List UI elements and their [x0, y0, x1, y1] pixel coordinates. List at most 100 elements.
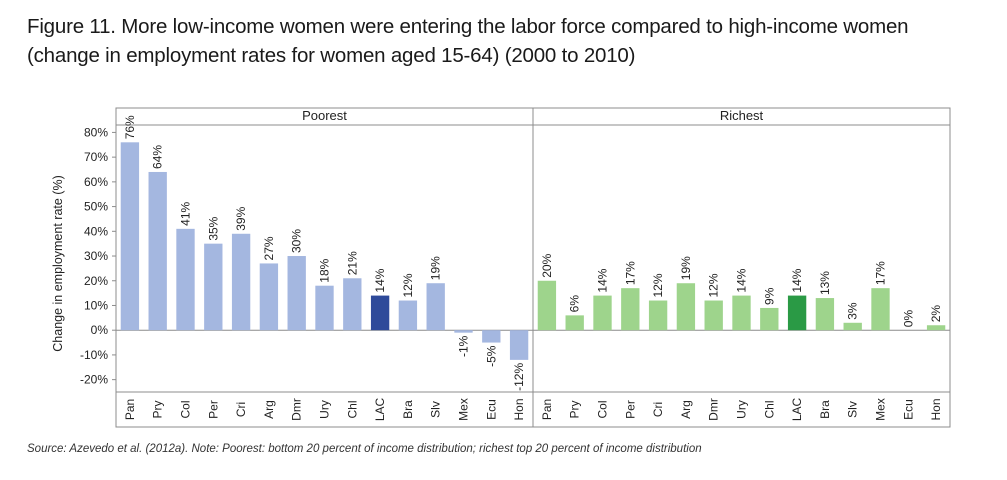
data-label: -12%	[512, 363, 526, 391]
category-label: Arg	[262, 400, 276, 419]
bar-richest-pan	[537, 280, 557, 331]
category-label: Slv	[846, 401, 860, 418]
bar-richest-arg	[676, 283, 696, 331]
category-label: Col	[179, 400, 193, 418]
y-tick-label: 40%	[84, 224, 108, 238]
data-label: 17%	[623, 261, 637, 285]
category-label: Ecu	[484, 399, 498, 420]
bar-poorest-mex	[454, 330, 473, 333]
data-label: 21%	[345, 251, 359, 275]
data-label: 2%	[929, 305, 943, 323]
data-label: 27%	[262, 236, 276, 260]
y-tick-label: 30%	[84, 249, 108, 263]
bar-poorest-col	[176, 228, 195, 331]
figure-title: Figure 11. More low-income women were en…	[27, 12, 987, 70]
category-label: Cri	[234, 402, 248, 417]
category-label: Hon	[512, 398, 526, 420]
data-label: 35%	[206, 216, 220, 240]
data-label: 19%	[429, 256, 443, 280]
category-label: Col	[596, 400, 610, 418]
bar-richest-hon	[926, 325, 946, 331]
bar-richest-cri	[648, 300, 668, 331]
data-label: 18%	[318, 258, 332, 282]
bar-richest-ury	[732, 295, 751, 331]
bar-poorest-per	[204, 243, 223, 331]
bar-poorest-pan	[120, 142, 140, 331]
figure-title-line-1: Figure 11. More low-income women were en…	[27, 15, 909, 38]
y-tick-label: 80%	[84, 125, 108, 139]
data-label: 0%	[901, 310, 915, 328]
category-label: LAC	[790, 397, 804, 421]
category-label: Mex	[457, 398, 471, 421]
y-tick-label: -10%	[80, 348, 108, 362]
y-tick-label: -20%	[80, 373, 108, 387]
data-label: 6%	[568, 295, 582, 313]
data-label: 13%	[818, 271, 832, 295]
data-label: 76%	[123, 115, 137, 139]
bar-poorest-hon	[509, 330, 529, 360]
category-label: Bra	[818, 400, 832, 419]
data-label: 14%	[735, 268, 749, 292]
data-label: 39%	[234, 206, 248, 230]
data-label: 14%	[373, 268, 387, 292]
data-label: -5%	[484, 345, 498, 367]
bar-poorest-chl	[343, 278, 362, 331]
bar-richest-dmr	[704, 300, 723, 331]
panel-title-richest: Richest	[720, 108, 764, 123]
category-label: Cri	[651, 402, 665, 417]
y-tick-label: 0%	[91, 323, 109, 337]
bar-poorest-arg	[259, 263, 279, 331]
bar-poorest-pry	[148, 171, 167, 331]
data-label: 3%	[846, 302, 860, 320]
category-label: Ury	[318, 400, 332, 419]
bar-richest-mex	[871, 288, 890, 331]
category-label: Chl	[762, 400, 776, 418]
data-label: 64%	[151, 145, 165, 169]
data-label: 12%	[401, 273, 415, 297]
data-label: 12%	[707, 273, 721, 297]
category-label: Ecu	[901, 399, 915, 420]
data-label: 20%	[540, 253, 554, 277]
category-label: Chl	[345, 400, 359, 418]
category-label: Arg	[679, 400, 693, 419]
category-label: Slv	[429, 401, 443, 418]
category-label: Ury	[735, 400, 749, 419]
data-label: 14%	[790, 268, 804, 292]
category-label: Pan	[540, 399, 554, 420]
category-label: Dmr	[707, 398, 721, 421]
data-label: 17%	[874, 261, 888, 285]
bar-poorest-bra	[398, 300, 418, 331]
category-label: Pry	[151, 401, 165, 419]
data-label: 12%	[651, 273, 665, 297]
category-label: Pan	[123, 399, 137, 420]
data-label: 41%	[179, 201, 193, 225]
bar-poorest-ecu	[482, 330, 501, 343]
bar-richest-bra	[815, 298, 835, 331]
y-tick-label: 60%	[84, 175, 108, 189]
category-label: Hon	[929, 398, 943, 420]
bar-poorest-lac	[370, 295, 390, 331]
figure-title-line-2: (change in employment rates for women ag…	[27, 44, 636, 67]
bar-poorest-ury	[315, 285, 334, 331]
data-label: 14%	[596, 268, 610, 292]
category-label: Mex	[874, 398, 888, 421]
y-tick-label: 20%	[84, 274, 108, 288]
data-label: -1%	[457, 335, 471, 357]
y-tick-label: 70%	[84, 150, 108, 164]
category-label: Pry	[568, 401, 582, 419]
bar-richest-per	[621, 288, 640, 331]
bar-poorest-cri	[231, 233, 251, 331]
category-label: Per	[623, 400, 637, 419]
panel-title-poorest: Poorest	[302, 108, 347, 123]
category-label: Dmr	[290, 398, 304, 421]
category-label: LAC	[373, 397, 387, 421]
bar-richest-col	[593, 295, 612, 331]
bar-poorest-dmr	[287, 256, 306, 331]
bar-poorest-slv	[426, 283, 445, 331]
y-axis-label: Change in employment rate (%)	[51, 175, 65, 351]
data-label: 9%	[762, 287, 776, 305]
y-tick-label: 10%	[84, 298, 108, 312]
y-tick-label: 50%	[84, 200, 108, 214]
category-label: Per	[206, 400, 220, 419]
bar-richest-chl	[760, 307, 779, 331]
